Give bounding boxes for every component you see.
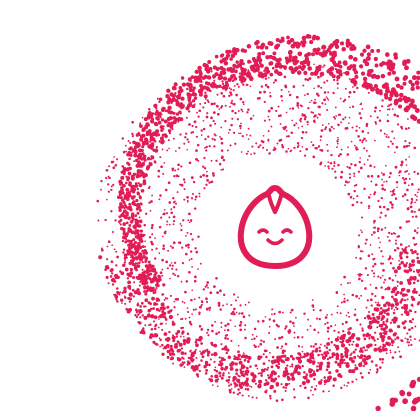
dumpling-smile-icon: [237, 185, 313, 269]
